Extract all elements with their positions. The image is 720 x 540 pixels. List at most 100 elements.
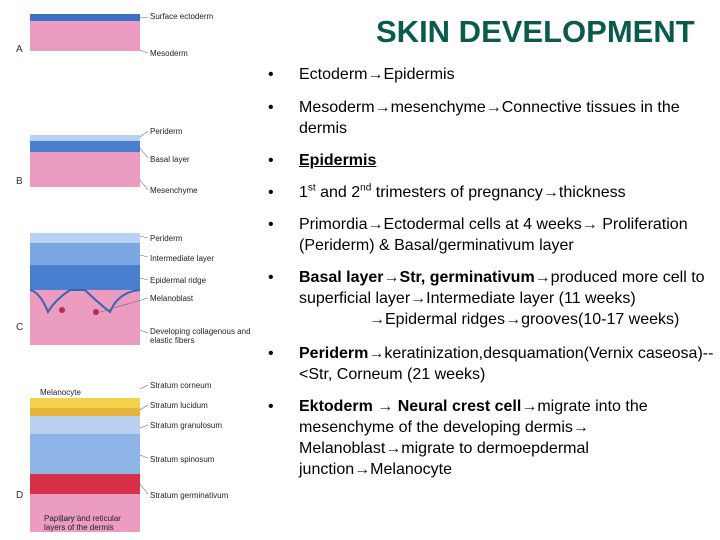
stratum-lucidum-layer	[30, 408, 140, 416]
bullet-text: Connective tissues in the dermis	[299, 99, 680, 137]
arrow-icon: →	[383, 269, 400, 286]
label-papillary-reticular: Papillary and reticular layers of the de…	[44, 514, 121, 532]
intermediate-layer	[30, 243, 140, 265]
bullet-text: Basal layer	[299, 269, 384, 286]
label-mesenchyme: Mesenchyme	[150, 186, 198, 195]
bullet-text: Neural crest cell	[393, 398, 522, 415]
label-stratum-corneum: Stratum corneum	[150, 381, 212, 390]
mesoderm-layer	[30, 21, 140, 51]
stratum-corneum-layer	[30, 398, 140, 408]
arrow-icon: →	[377, 398, 394, 415]
basal-layer	[30, 141, 140, 152]
label-periderm-b: Periderm	[150, 127, 183, 136]
label-melanocyte: Melanocyte	[40, 388, 81, 397]
arrow-icon: →	[485, 99, 502, 116]
bullet-text: Primordia	[299, 216, 368, 233]
arrow-icon: →	[410, 290, 427, 307]
arrow-icon: →	[368, 345, 385, 362]
label-periderm-c: Periderm	[150, 234, 183, 243]
bullet-text: produced more cell to superficial layer	[299, 269, 705, 307]
bullet-text: Ectodermal cells at 4 weeks	[383, 216, 582, 233]
bullet-text: grooves(10-17 weeks)	[521, 311, 680, 328]
label-mesoderm: Mesoderm	[150, 49, 188, 58]
page-title: SKIN DEVELOPMENT	[376, 14, 695, 49]
label-surface-ectoderm: Surface ectoderm	[150, 12, 214, 21]
periderm-layer	[30, 135, 140, 141]
arrow-icon: →	[534, 269, 551, 286]
bullet-list: • Ectoderm→Epidermis • Mesoderm→mesenchy…	[268, 60, 716, 480]
surface-ectoderm-layer	[30, 14, 140, 21]
melanoblast-cell	[93, 309, 99, 315]
label-intermediate-layer: Intermediate layer	[150, 254, 215, 263]
bullet-dot: •	[268, 345, 274, 362]
panel-letter-c: C	[16, 322, 24, 333]
arrow-icon: →	[367, 66, 384, 83]
bullet-text: and 2	[315, 184, 361, 201]
bullet-text: Epidermis	[383, 66, 455, 83]
bullet-dot: •	[268, 398, 274, 415]
arrow-icon: →	[581, 216, 598, 233]
bullet-text: Proliferation (Periderm) & Basal/germina…	[299, 216, 688, 254]
bullet-text: Epidermis	[299, 152, 377, 169]
bullet-dot: •	[268, 216, 274, 233]
dermis-d	[30, 494, 140, 532]
bullet-dot: •	[268, 269, 274, 286]
dermis-c	[30, 290, 140, 345]
bullet-primordia: • Primordia→Ectodermal cells at 4 weeks→…	[268, 214, 716, 256]
bullet-subline: →Epidermal ridges→grooves(10-17 weeks)	[299, 309, 716, 330]
periderm-layer-c	[30, 233, 140, 243]
label-stratum-lucidum: Stratum lucidum	[150, 401, 208, 410]
arrow-icon: →	[367, 216, 384, 233]
stratum-granulosum-layer	[30, 416, 140, 434]
arrow-icon: →	[505, 311, 522, 328]
bullet-dot: •	[268, 66, 274, 83]
bullet-dot: •	[268, 152, 274, 169]
bullet-text: mesenchyme	[390, 99, 486, 116]
bullet-text: 1	[299, 184, 308, 201]
bullet-text: trimesters of pregnancy	[371, 184, 543, 201]
superscript: nd	[360, 182, 372, 194]
arrow-icon: →	[521, 398, 538, 415]
label-melanoblast: Melanoblast	[150, 294, 194, 303]
panel-b-diagram	[30, 130, 149, 191]
bullet-basal-layer: • Basal layer→Str, germinativum→produced…	[268, 267, 716, 330]
bullet-text: Melanocyte	[370, 461, 452, 478]
bullet-text: Epidermal ridges	[385, 311, 506, 328]
bullet-text: Mesoderm	[299, 99, 375, 116]
bullet-text: keratinization,desquamation(Vernix caseo…	[299, 345, 714, 383]
bullet-text: Ectoderm	[299, 66, 368, 83]
bullet-ektoderm: • Ektoderm → Neural crest cell→migrate i…	[268, 396, 716, 480]
label-stratum-spinosum: Stratum spinosum	[150, 455, 215, 464]
arrow-icon: →	[572, 419, 589, 436]
bullet-epidermis-heading: • Epidermis	[268, 150, 716, 171]
bullet-trimesters: • 1st and 2nd trimesters of pregnancy→th…	[268, 182, 716, 203]
label-developing-fibers: Developing collagenous and elastic fiber…	[150, 327, 251, 345]
arrow-icon: →	[354, 461, 371, 478]
bullet-dot: •	[268, 184, 274, 201]
bullet-text: Periderm	[299, 345, 369, 362]
bullet-text: Ektoderm	[299, 398, 378, 415]
bullet-text: Melanoblast	[299, 440, 386, 457]
bullet-mesoderm: • Mesoderm→mesenchyme→Connective tissues…	[268, 97, 716, 139]
bullet-ectoderm-epidermis: • Ectoderm→Epidermis	[268, 64, 716, 85]
bullet-text: Str, germinativum	[399, 269, 535, 286]
arrow-icon: →	[385, 440, 402, 457]
bullet-dot: •	[268, 99, 274, 116]
bullet-text: thickness	[558, 184, 626, 201]
melanoblast-cell	[59, 307, 65, 313]
panel-c-diagram	[29, 233, 149, 345]
skin-development-illustration	[29, 14, 149, 532]
stratum-spinosum-layer	[30, 434, 140, 474]
label-basal-layer: Basal layer	[150, 155, 190, 164]
label-epidermal-ridge: Epidermal ridge	[150, 276, 207, 285]
stratum-germinativum-layer	[30, 474, 140, 494]
superscript: st	[307, 182, 316, 194]
bullet-periderm: • Periderm→keratinization,desquamation(V…	[268, 343, 716, 385]
label-stratum-granulosum: Stratum granulosum	[150, 421, 223, 430]
panel-letter-b: B	[16, 176, 23, 187]
label-stratum-germinativum: Stratum germinativum	[150, 491, 229, 500]
bullet-text: Intermediate layer (11 weeks)	[426, 290, 636, 307]
panel-a-diagram	[30, 14, 149, 54]
panel-letter-d: D	[16, 490, 24, 501]
arrow-icon: →	[369, 311, 385, 328]
